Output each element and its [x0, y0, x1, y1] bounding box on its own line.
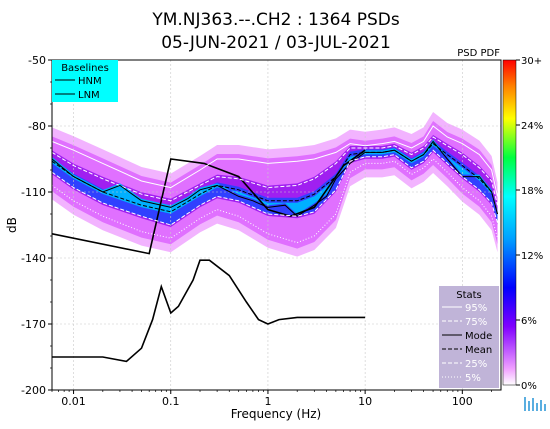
hnm-legend-label: HNM: [78, 76, 102, 87]
colorbar-tick-label: 30+: [521, 56, 542, 67]
mean-legend-label: Mean: [465, 345, 492, 356]
colorbar-tick-label: 12%: [521, 251, 543, 262]
series-line-5-: [52, 158, 498, 244]
colorbar-tick-label: 24%: [521, 121, 543, 132]
grid-lines: [52, 60, 501, 390]
colorbar-tick-label: 6%: [521, 316, 537, 327]
y-tick-label: -140: [21, 252, 46, 265]
y-tick-label: -50: [28, 54, 46, 67]
p75-legend-label: 75%: [465, 317, 487, 328]
psd-density-layer: [52, 112, 498, 257]
app-logo-icon: [524, 397, 546, 411]
series-line-75-: [52, 136, 498, 206]
colorbar-title: PSD PDF: [457, 48, 500, 59]
y-axis-ticks: -50 -80 -110 -140 -170 -200: [21, 54, 52, 397]
y-tick-label: -80: [28, 120, 46, 133]
stats-legend: Stats 95% 75% Mode Mean 25% 5%: [439, 286, 499, 388]
baselines-legend-title: Baselines: [61, 63, 109, 74]
x-tick-label: 0.1: [162, 395, 180, 408]
colorbar-ticks: 30+ 24% 18% 12% 6% 0%: [516, 56, 543, 392]
p5-legend-label: 5%: [465, 373, 481, 384]
baselines-legend-box: [52, 60, 118, 102]
x-axis-label: Frequency (Hz): [231, 407, 322, 421]
x-tick-label: 1: [264, 395, 271, 408]
y-tick-label: -200: [21, 384, 46, 397]
mode-legend-label: Mode: [465, 331, 492, 342]
series-line-25-: [52, 149, 498, 226]
p25-legend-label: 25%: [465, 359, 487, 370]
series-line-hnm: [52, 149, 366, 255]
y-tick-label: -110: [21, 186, 46, 199]
y-axis-label: dB: [5, 217, 19, 233]
series-lines: [52, 125, 498, 363]
series-line-lnm: [52, 259, 366, 363]
colorbar: [502, 59, 517, 386]
x-axis-ticks: 0.01 0.1 1 10 100: [51, 390, 492, 408]
x-tick-label: 0.01: [61, 395, 86, 408]
series-line-95-: [52, 125, 498, 197]
chart-title-line1: YM.NJ363.--.CH2 : 1364 PSDs: [151, 10, 400, 30]
p95-legend-label: 95%: [465, 303, 487, 314]
x-tick-label: 10: [358, 395, 372, 408]
y-tick-label: -170: [21, 318, 46, 331]
stats-legend-title: Stats: [456, 290, 482, 301]
density-band-core: [52, 140, 498, 225]
chart-title-line2: 05-JUN-2021 / 03-JUL-2021: [161, 33, 391, 53]
series-line-mean: [52, 142, 498, 215]
baselines-legend: Baselines HNM LNM: [52, 60, 118, 102]
colorbar-tick-label: 0%: [521, 381, 537, 392]
colorbar-tick-label: 18%: [521, 186, 543, 197]
stats-legend-box: [439, 286, 499, 388]
x-tick-label: 100: [452, 395, 473, 408]
lnm-legend-label: LNM: [78, 90, 100, 101]
plot-frame: [51, 59, 502, 391]
